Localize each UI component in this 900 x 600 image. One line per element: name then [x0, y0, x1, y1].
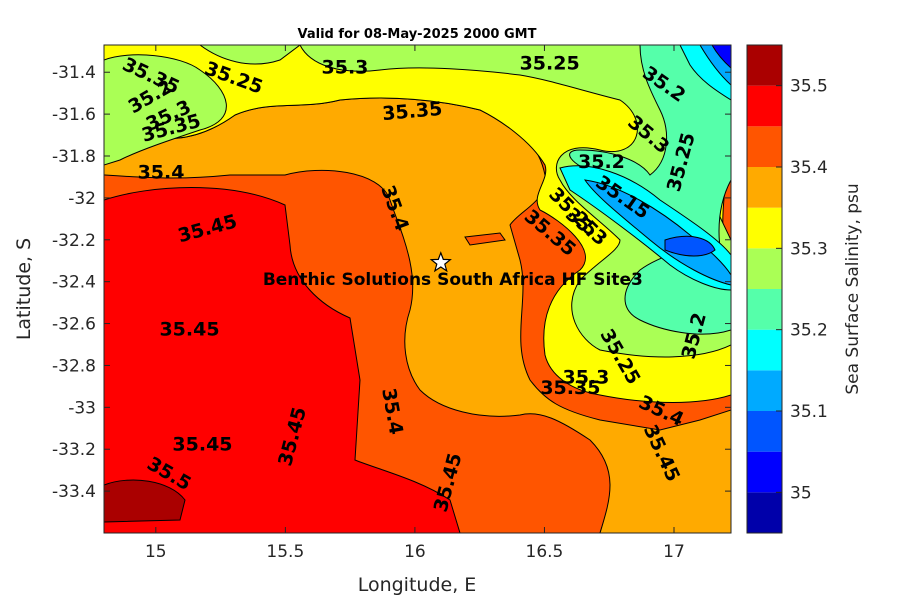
y-tick-label: -31.8 [52, 147, 96, 167]
colorbar-tick-label: 35.1 [790, 402, 828, 422]
colorbar-tick-label: 35.5 [790, 77, 828, 97]
contour-label: 35.45 [172, 434, 232, 456]
colorbar-swatch [747, 492, 782, 533]
colorbar-frame [746, 44, 783, 534]
y-axis: -31.4 -31.6 -31.8 -32 -32.2 -32.4 -32.6 -32.8 -3… [52, 63, 731, 502]
colorbar-swatch [747, 126, 782, 167]
contour-label: 35.4 [138, 161, 185, 183]
contour-label: 35.3 [322, 57, 369, 79]
y-tick-label: -32.2 [52, 231, 96, 251]
x-axis-label: Longitude, E [358, 574, 477, 596]
x-tick-label: 17 [663, 542, 685, 562]
region-35.05 [664, 235, 716, 257]
site-label: Benthic Solutions South Africa HF Site3 [263, 270, 643, 290]
colorbar-swatch [747, 329, 782, 371]
site-marker [429, 251, 452, 273]
colorbar-ticks: 35 35.1 35.2 35.3 35.4 35.5 [776, 77, 828, 503]
y-tick-label: -33 [68, 398, 96, 418]
contour-label: 35.35 [381, 98, 443, 125]
contour-label: 35.35 [540, 377, 600, 399]
colorbar-label: Sea Surface Salinity, psu [843, 183, 863, 394]
star-icon [429, 251, 452, 273]
contour-label: 35.45 [159, 318, 219, 340]
salinity-contour-field: 35.35 35.25 35.3 35.25 35.235.235.335.35 35.3… [104, 45, 731, 533]
colorbar-tick-label: 35.3 [790, 239, 828, 259]
y-tick-label: -31.4 [52, 63, 96, 83]
y-tick-label: -32.4 [52, 273, 96, 293]
y-tick-label: -33.4 [52, 482, 96, 502]
contour-label: 35.3 [562, 367, 609, 389]
contour-label: 35.2 [578, 151, 625, 173]
colorbar-swatch [747, 167, 782, 208]
colorbar-tick-label: 35 [790, 483, 812, 503]
y-tick-label: -32.8 [52, 356, 96, 376]
colorbar-swatch [747, 207, 782, 249]
region-35.25-northwest [104, 54, 227, 166]
colorbar-swatch [747, 370, 782, 411]
colorbar-swatch [747, 411, 782, 452]
colorbar [747, 45, 782, 533]
region-35.45-west [104, 187, 461, 533]
y-tick-label: -32.6 [52, 315, 96, 335]
x-tick-label: 16 [404, 542, 426, 562]
y-axis-label: Latitude, S [13, 238, 35, 340]
y-tick-label: -33.2 [52, 440, 96, 460]
colorbar-swatch [747, 289, 782, 330]
contour-label: 35.25 [520, 52, 580, 74]
colorbar-swatch [747, 451, 782, 493]
colorbar-swatch [747, 248, 782, 289]
colorbar-tick-label: 35.4 [790, 158, 828, 178]
x-axis: 15 15.5 16 16.5 17 [145, 45, 685, 562]
patch-near-site [464, 232, 506, 246]
map-title: Valid for 08-May-2025 2000 GMT [298, 27, 537, 42]
colorbar-swatch [747, 45, 782, 86]
plot-frame [103, 44, 732, 534]
region-35.1 [583, 179, 731, 286]
colorbar-tick-label: 35.2 [790, 321, 828, 341]
colorbar-swatch [747, 85, 782, 127]
y-tick-label: -31.6 [52, 105, 96, 125]
region-35.0-north [711, 45, 731, 69]
region-35.25-north [104, 45, 301, 65]
x-tick-label: 15.5 [266, 542, 304, 562]
y-tick-label: -32 [68, 189, 96, 209]
x-tick-label: 15 [145, 542, 167, 562]
region-35.5 [104, 479, 186, 523]
x-tick-label: 16.5 [526, 542, 564, 562]
